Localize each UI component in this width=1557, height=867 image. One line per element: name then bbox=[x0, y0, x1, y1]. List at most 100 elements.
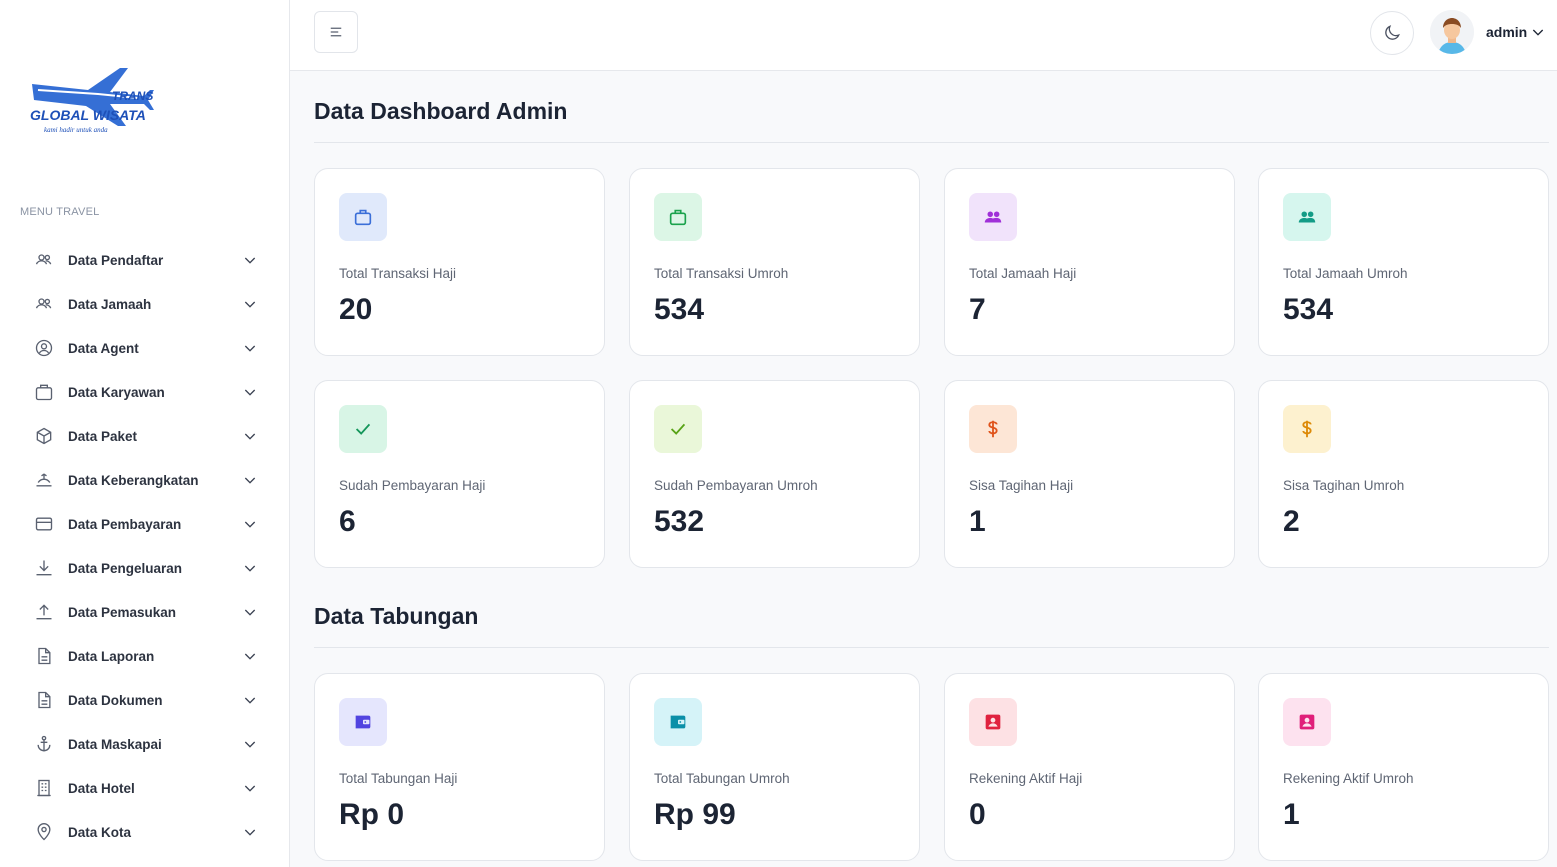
stat-label: Sisa Tagihan Haji bbox=[969, 478, 1074, 493]
brand-logo[interactable]: TRANS GLOBAL WISATA kami hadir untuk and… bbox=[28, 60, 168, 140]
svg-text:TRANS: TRANS bbox=[112, 89, 153, 103]
page-title: Data Dashboard Admin bbox=[314, 98, 568, 124]
stat-value: 2 bbox=[1283, 505, 1300, 538]
sidebar-item-label: Data Pendaftar bbox=[68, 252, 164, 268]
stat-label: Total Transaksi Haji bbox=[339, 266, 457, 281]
briefcase-icon bbox=[34, 382, 54, 402]
chevron-down-icon bbox=[244, 741, 256, 748]
sidebar-item-label: Data Laporan bbox=[68, 648, 155, 664]
stat-label: Total Jamaah Umroh bbox=[1283, 266, 1408, 281]
sidebar-item-paket[interactable]: Data Paket bbox=[20, 414, 272, 458]
sidebar-item-pemasukan[interactable]: Data Pemasukan bbox=[20, 590, 272, 634]
sidebar-item-label: Data Pemasukan bbox=[68, 604, 177, 620]
stat-label: Total Transaksi Umroh bbox=[654, 266, 789, 281]
divider bbox=[314, 647, 1549, 648]
chevron-down-icon bbox=[244, 257, 256, 264]
upload-icon bbox=[34, 602, 54, 622]
svg-text:kami hadir untuk anda: kami hadir untuk anda bbox=[44, 126, 108, 134]
divider bbox=[314, 142, 1549, 143]
sidebar-item-label: Data Dokumen bbox=[68, 692, 163, 708]
tabungan-card: Total Tabungan Haji Rp 0 bbox=[314, 673, 605, 861]
stat-value: Rp 0 bbox=[339, 798, 405, 831]
sidebar-item-label: Data Keberangkatan bbox=[68, 472, 199, 488]
wallet-icon bbox=[339, 698, 387, 746]
stat-value: Rp 99 bbox=[654, 798, 736, 831]
stat-value: 532 bbox=[654, 505, 705, 538]
sidebar-toggle-button[interactable] bbox=[314, 11, 358, 53]
sidebar-item-laporan[interactable]: Data Laporan bbox=[20, 634, 272, 678]
sidebar-item-pendaftar[interactable]: Data Pendaftar bbox=[20, 238, 272, 282]
stat-value: 7 bbox=[969, 293, 986, 326]
stat-value: 0 bbox=[969, 798, 986, 831]
sidebar-item-jamaah[interactable]: Data Jamaah bbox=[20, 282, 272, 326]
sidebar-item-hotel[interactable]: Data Hotel bbox=[20, 766, 272, 810]
user-name[interactable]: admin bbox=[1486, 24, 1528, 40]
sidebar-item-label: Data Paket bbox=[68, 428, 138, 444]
user-circle-icon bbox=[34, 338, 54, 358]
chevron-down-icon bbox=[244, 565, 256, 572]
sidebar-item-karyawan[interactable]: Data Karyawan bbox=[20, 370, 272, 414]
users-icon bbox=[969, 193, 1017, 241]
sidebar-item-pembayaran[interactable]: Data Pembayaran bbox=[20, 502, 272, 546]
stat-card: Total Transaksi Umroh 534 bbox=[629, 168, 920, 356]
chevron-down-icon bbox=[244, 697, 256, 704]
sidebar-item-pengeluaran[interactable]: Data Pengeluaran bbox=[20, 546, 272, 590]
tabungan-card: Rekening Aktif Haji 0 bbox=[944, 673, 1235, 861]
avatar[interactable] bbox=[1430, 10, 1474, 54]
moon-icon bbox=[1385, 25, 1400, 40]
menu-icon bbox=[330, 27, 342, 37]
users-icon bbox=[1283, 193, 1331, 241]
stat-card: Total Jamaah Umroh 534 bbox=[1258, 168, 1549, 356]
stat-label: Total Jamaah Haji bbox=[969, 266, 1077, 281]
chevron-down-icon bbox=[244, 477, 256, 484]
stat-label: Rekening Aktif Umroh bbox=[1283, 771, 1414, 786]
dollar-icon bbox=[969, 405, 1017, 453]
stat-label: Sudah Pembayaran Umroh bbox=[654, 478, 818, 493]
chevron-down-icon[interactable] bbox=[1530, 24, 1546, 40]
stat-card: Sudah Pembayaran Umroh 532 bbox=[629, 380, 920, 568]
sidebar-item-kota[interactable]: Data Kota bbox=[20, 810, 272, 854]
sidebar-item-label: Data Jamaah bbox=[68, 296, 152, 312]
sidebar-item-label: Data Pengeluaran bbox=[68, 560, 183, 576]
sidebar-item-keberangkatan[interactable]: Data Keberangkatan bbox=[20, 458, 272, 502]
theme-toggle-button[interactable] bbox=[1370, 11, 1414, 55]
tabungan-card: Rekening Aktif Umroh 1 bbox=[1258, 673, 1549, 861]
chevron-down-icon bbox=[244, 389, 256, 396]
stat-card: Total Jamaah Haji 7 bbox=[944, 168, 1235, 356]
document-icon bbox=[34, 646, 54, 666]
menu-heading: MENU TRAVEL bbox=[20, 206, 100, 218]
dollar-icon bbox=[1283, 405, 1331, 453]
chevron-down-icon bbox=[244, 829, 256, 836]
sidebar-item-dokumen[interactable]: Data Dokumen bbox=[20, 678, 272, 722]
wallet-icon bbox=[654, 698, 702, 746]
section-title: Data Tabungan bbox=[314, 603, 479, 629]
chevron-down-icon bbox=[244, 433, 256, 440]
users-outline-icon bbox=[34, 250, 54, 270]
id-card-icon bbox=[1283, 698, 1331, 746]
chevron-down-icon bbox=[244, 653, 256, 660]
sidebar-item-label: Data Hotel bbox=[68, 780, 135, 796]
chevron-down-icon bbox=[244, 301, 256, 308]
tabungan-card: Total Tabungan Umroh Rp 99 bbox=[629, 673, 920, 861]
credit-card-icon bbox=[34, 514, 54, 534]
stat-value: 1 bbox=[1283, 798, 1300, 831]
chevron-down-icon bbox=[244, 345, 256, 352]
users-outline-icon bbox=[34, 294, 54, 314]
svg-text:GLOBAL WISATA: GLOBAL WISATA bbox=[30, 107, 146, 123]
departure-icon bbox=[34, 470, 54, 490]
stat-value: 6 bbox=[339, 505, 356, 538]
sidebar: TRANS GLOBAL WISATA kami hadir untuk and… bbox=[0, 0, 290, 867]
sidebar-menu: Data Pendaftar Data Jamaah Data Agent Da… bbox=[20, 238, 272, 854]
sidebar-item-label: Data Agent bbox=[68, 340, 139, 356]
stat-card: Total Transaksi Haji 20 bbox=[314, 168, 605, 356]
sidebar-item-maskapai[interactable]: Data Maskapai bbox=[20, 722, 272, 766]
stat-value: 534 bbox=[654, 293, 705, 326]
stat-value: 534 bbox=[1283, 293, 1334, 326]
sidebar-item-agent[interactable]: Data Agent bbox=[20, 326, 272, 370]
stat-card: Sisa Tagihan Umroh 2 bbox=[1258, 380, 1549, 568]
chevron-down-icon bbox=[244, 609, 256, 616]
sidebar-item-label: Data Kota bbox=[68, 824, 132, 840]
stat-card: Sisa Tagihan Haji 1 bbox=[944, 380, 1235, 568]
stat-label: Sisa Tagihan Umroh bbox=[1283, 478, 1405, 493]
id-card-icon bbox=[969, 698, 1017, 746]
